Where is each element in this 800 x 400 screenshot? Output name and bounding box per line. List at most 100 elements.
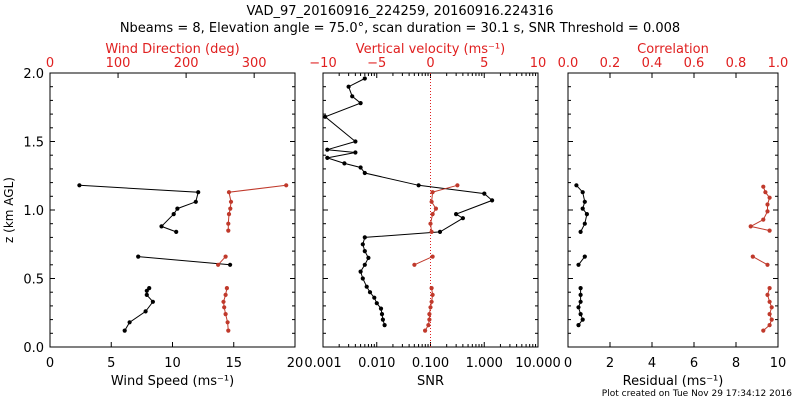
panel-3: 0 2 4 6 8 10 Residual (ms⁻¹) 0.0 0.2 0.4 0.6 0.8 1.0… bbox=[558, 42, 789, 389]
red-data-point bbox=[769, 317, 774, 322]
red-series-line bbox=[414, 256, 433, 266]
red-data-point bbox=[427, 317, 432, 322]
top-tick-label: 300 bbox=[242, 56, 267, 71]
panel-frame bbox=[49, 72, 296, 348]
red-data-point bbox=[223, 312, 228, 317]
red-data-point bbox=[284, 183, 289, 188]
black-data-point bbox=[346, 84, 351, 89]
y-tick-label: 1.5 bbox=[23, 136, 44, 151]
red-data-point bbox=[226, 228, 231, 233]
bottom-axis-label: Residual (ms⁻¹) bbox=[623, 374, 724, 389]
top-tick-label: 0.0 bbox=[558, 56, 579, 71]
black-data-point bbox=[582, 254, 587, 259]
black-data-point bbox=[77, 183, 82, 188]
black-data-point bbox=[174, 229, 179, 234]
top-tick-label: 0.4 bbox=[642, 56, 663, 71]
red-data-point bbox=[223, 292, 228, 297]
black-data-point bbox=[416, 183, 421, 188]
black-data-point bbox=[437, 229, 443, 234]
y-tick-label: 0.0 bbox=[23, 341, 44, 356]
bottom-axis-label: SNR bbox=[417, 374, 444, 389]
black-data-point bbox=[578, 299, 583, 304]
red-data-point bbox=[228, 199, 234, 204]
bottom-tick-label: 1.000 bbox=[466, 356, 503, 371]
red-data-point bbox=[748, 224, 753, 229]
red-data-point bbox=[769, 305, 774, 310]
red-data-point bbox=[216, 262, 221, 267]
top-tick-label: 200 bbox=[174, 56, 199, 71]
red-data-point bbox=[767, 286, 772, 291]
black-data-point bbox=[582, 199, 587, 204]
black-data-point bbox=[366, 255, 371, 260]
red-data-point bbox=[761, 217, 766, 222]
black-data-point bbox=[362, 76, 367, 81]
black-data-point bbox=[228, 262, 233, 267]
red-data-point bbox=[765, 262, 770, 267]
black-data-point bbox=[380, 317, 385, 322]
black-data-point bbox=[379, 312, 385, 317]
black-data-point bbox=[374, 301, 379, 306]
red-data-point bbox=[428, 221, 433, 226]
red-data-point bbox=[429, 229, 434, 234]
black-data-point bbox=[323, 114, 328, 119]
red-data-point bbox=[429, 199, 434, 204]
bottom-tick-label: 6 bbox=[690, 356, 698, 371]
black-data-point bbox=[584, 212, 590, 217]
red-data-point bbox=[226, 328, 231, 333]
black-data-point bbox=[353, 139, 358, 144]
red-data-point bbox=[224, 286, 229, 291]
black-data-point bbox=[367, 290, 373, 295]
red-data-point bbox=[767, 195, 772, 200]
red-data-point bbox=[225, 320, 230, 325]
black-data-point bbox=[175, 206, 180, 211]
black-data-point bbox=[362, 235, 367, 240]
black-data-point bbox=[143, 309, 148, 314]
black-data-point bbox=[144, 292, 149, 297]
red-data-point bbox=[226, 190, 232, 195]
red-data-point bbox=[427, 312, 432, 317]
bottom-tick-label: 8 bbox=[732, 356, 740, 371]
black-data-point bbox=[490, 198, 495, 203]
top-tick-label: 100 bbox=[106, 56, 131, 71]
top-tick-label: −5 bbox=[367, 56, 386, 71]
red-data-point bbox=[222, 305, 227, 310]
black-data-point bbox=[358, 269, 363, 274]
black-data-point bbox=[150, 299, 155, 304]
red-data-point bbox=[228, 206, 233, 211]
black-data-point bbox=[353, 150, 358, 155]
black-series-line bbox=[138, 256, 231, 266]
red-data-point bbox=[767, 228, 772, 233]
top-tick-label: 5 bbox=[480, 56, 488, 71]
black-data-point bbox=[360, 276, 365, 281]
red-data-point bbox=[221, 299, 226, 304]
bottom-tick-label: 10 bbox=[770, 356, 787, 371]
black-data-point bbox=[362, 249, 367, 254]
black-data-point bbox=[196, 190, 201, 195]
red-data-point bbox=[430, 212, 435, 217]
plot-credit: Plot created on Tue Nov 29 17:34:12 2016 bbox=[602, 389, 792, 399]
red-data-point bbox=[767, 323, 772, 328]
black-series-line bbox=[79, 184, 199, 233]
bottom-tick-label: 5 bbox=[107, 356, 115, 371]
black-data-point bbox=[193, 199, 198, 204]
top-axis-label: Wind Direction (deg) bbox=[105, 42, 239, 57]
y-tick-label: 0.5 bbox=[23, 273, 44, 288]
top-tick-label: 0.2 bbox=[600, 56, 621, 71]
top-tick-label: −10 bbox=[309, 56, 336, 71]
y-tick-label: 2.0 bbox=[23, 67, 44, 82]
red-data-point bbox=[767, 299, 772, 304]
panel-1: 0 5 10 15 20 Wind Speed (ms⁻¹) 0 100 200 300Wind … bbox=[23, 42, 303, 389]
bottom-tick-label: 0.001 bbox=[304, 356, 341, 371]
red-series-line bbox=[227, 184, 287, 231]
top-axis-label: Correlation bbox=[637, 42, 709, 57]
red-data-point bbox=[767, 312, 772, 317]
black-data-point bbox=[576, 305, 581, 310]
bottom-tick-label: 15 bbox=[225, 356, 242, 371]
red-series-line bbox=[752, 256, 768, 266]
black-data-point bbox=[325, 155, 330, 160]
red-data-point bbox=[750, 254, 755, 259]
black-data-point bbox=[580, 190, 585, 195]
red-data-point bbox=[455, 183, 460, 188]
black-data-point bbox=[578, 312, 583, 317]
bottom-tick-label: 0.100 bbox=[412, 356, 449, 371]
